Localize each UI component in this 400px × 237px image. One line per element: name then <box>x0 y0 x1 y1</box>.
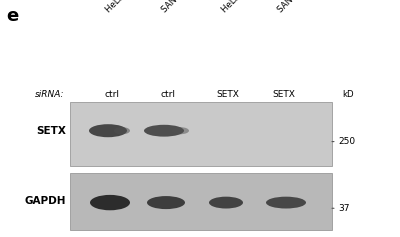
Text: 250: 250 <box>338 137 355 146</box>
Text: ctrl: ctrl <box>104 90 120 99</box>
Text: SETX: SETX <box>36 126 66 136</box>
Ellipse shape <box>89 124 127 137</box>
Text: HeLa WT: HeLa WT <box>220 0 253 14</box>
Ellipse shape <box>144 125 184 137</box>
Ellipse shape <box>266 197 306 209</box>
Text: SAN1 –/–: SAN1 –/– <box>276 0 309 14</box>
Text: e: e <box>6 7 18 25</box>
Text: HeLa WT: HeLa WT <box>104 0 137 14</box>
Text: SETX: SETX <box>216 90 240 99</box>
Text: ctrl: ctrl <box>160 90 176 99</box>
FancyBboxPatch shape <box>70 173 332 230</box>
Text: SAN1 –/–: SAN1 –/– <box>160 0 193 14</box>
Ellipse shape <box>209 197 243 209</box>
Ellipse shape <box>171 127 189 134</box>
Ellipse shape <box>114 127 130 134</box>
Text: GAPDH: GAPDH <box>24 196 66 206</box>
Ellipse shape <box>90 195 130 210</box>
Ellipse shape <box>147 196 185 209</box>
Text: 37: 37 <box>338 204 350 213</box>
Text: SETX: SETX <box>272 90 296 99</box>
FancyBboxPatch shape <box>70 102 332 166</box>
Text: kD: kD <box>342 90 354 99</box>
Text: siRNA:: siRNA: <box>34 90 64 99</box>
